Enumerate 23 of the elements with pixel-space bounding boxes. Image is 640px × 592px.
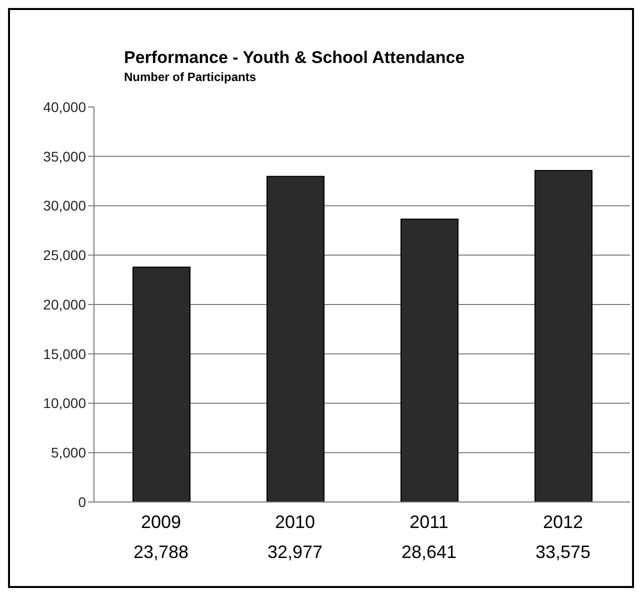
x-tick-label: 2011 xyxy=(410,512,448,532)
x-tick-label: 2010 xyxy=(274,512,316,532)
y-tick-label: 40,000 xyxy=(43,98,86,115)
chart-subtitle: Number of Participants xyxy=(124,70,256,84)
y-tick-label: 25,000 xyxy=(43,247,86,264)
y-tick-label: 5,000 xyxy=(50,444,86,461)
data-label: 32,977 xyxy=(267,542,323,562)
y-tick-label: 20,000 xyxy=(43,296,86,312)
data-label: 23,788 xyxy=(133,542,189,562)
y-tick-label: 35,000 xyxy=(43,148,86,164)
x-tick-label: 2012 xyxy=(542,512,584,532)
bar xyxy=(132,266,190,502)
y-tick-label: 30,000 xyxy=(43,198,86,214)
bar xyxy=(266,176,324,502)
chart-title: Performance - Youth & School Attendance xyxy=(124,48,465,68)
data-label: 28,641 xyxy=(401,542,457,562)
y-tick-label: 15,000 xyxy=(43,346,86,362)
bar xyxy=(400,218,458,502)
bar xyxy=(534,170,592,502)
x-tick-label: 2009 xyxy=(140,512,182,532)
y-tick-label: 10,000 xyxy=(43,395,86,412)
data-label: 33,575 xyxy=(535,542,591,562)
y-tick-label: 0 xyxy=(78,494,86,510)
